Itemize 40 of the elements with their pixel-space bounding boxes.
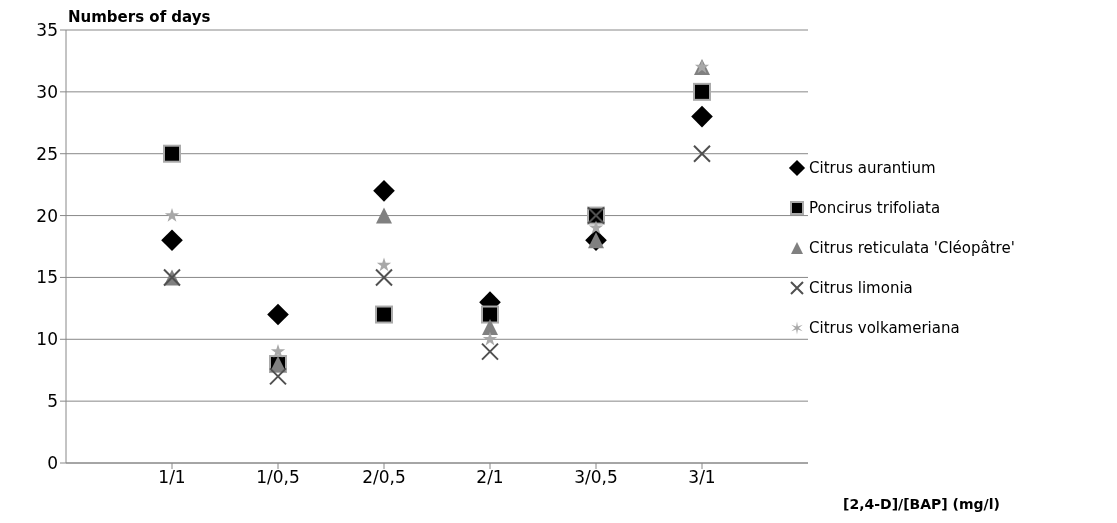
point: [163, 144, 181, 163]
point: [373, 180, 395, 202]
point: [161, 229, 183, 252]
legend-label: Citrus limonia: [809, 279, 913, 297]
y-tick-label: 25: [36, 143, 58, 164]
point: [482, 318, 498, 335]
point: [375, 268, 393, 287]
x-tick-label: 3/0,5: [574, 467, 618, 488]
y-tick-label: 35: [36, 20, 58, 41]
legend-label: Poncirus trifoliata: [809, 199, 941, 217]
y-tick-label: 20: [36, 205, 58, 226]
point: [376, 257, 392, 272]
y-tick-label: 30: [36, 81, 58, 102]
legend-label: Citrus volkameriana: [809, 319, 960, 337]
point: [588, 220, 604, 235]
x-tick-label: 1/0,5: [256, 467, 300, 488]
point: [693, 82, 711, 101]
x-tick-label: 1/1: [158, 467, 186, 488]
x-tick-label: 2/0,5: [362, 467, 406, 488]
y-axis-title: Numbers of days: [68, 8, 211, 26]
point: [267, 303, 289, 326]
y-tick-label: 0: [47, 453, 58, 474]
y-tick-label: 5: [47, 391, 58, 412]
point: [691, 105, 713, 128]
point: [164, 208, 180, 222]
y-tick-label: 10: [36, 329, 58, 350]
x-axis-title: [2,4-D]/[BAP] (mg/l): [843, 496, 1000, 512]
point: [481, 342, 499, 361]
x-tick-label: 3/1: [688, 467, 716, 488]
y-tick-label: 15: [36, 267, 58, 288]
point: [482, 331, 498, 346]
point: [481, 305, 499, 324]
point: [693, 144, 711, 163]
legend-label: Citrus aurantium: [809, 159, 936, 177]
point: [269, 367, 287, 386]
legend-label: Citrus reticulata 'Cléopâtre': [809, 239, 1015, 257]
point: [375, 305, 393, 324]
point: [376, 207, 392, 224]
x-tick-label: 2/1: [476, 467, 504, 488]
point: [270, 344, 286, 358]
